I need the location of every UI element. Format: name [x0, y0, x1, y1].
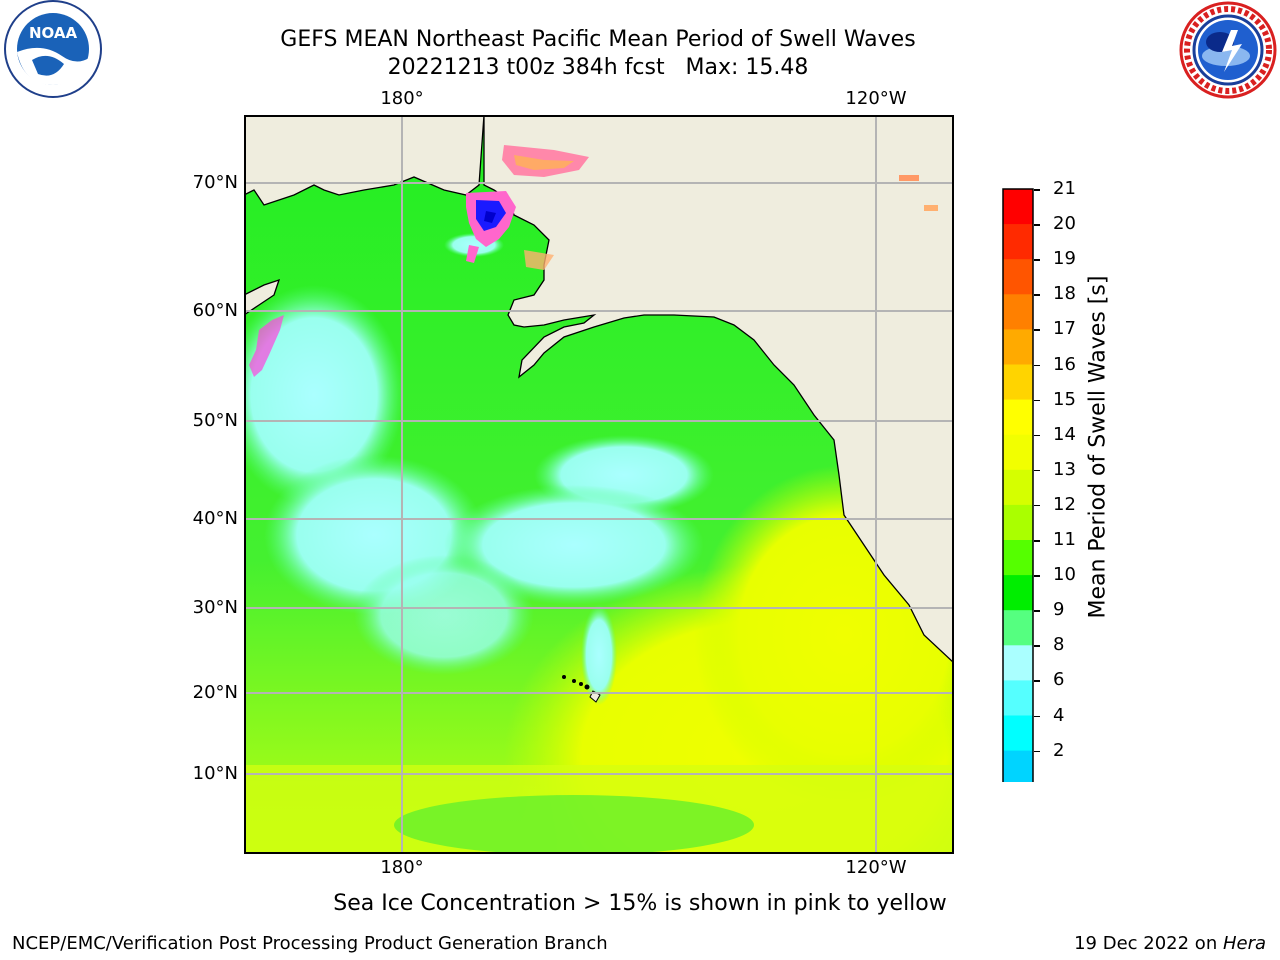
swell-period-map [224, 114, 1024, 945]
lat-label-40n: 40°N [192, 508, 238, 529]
lat-label-10n: 10°N [192, 763, 238, 784]
colorbar-tick-label: 18 [1053, 283, 1076, 305]
colorbar-segment [1003, 540, 1033, 576]
colorbar-tick-mark [1034, 715, 1040, 717]
colorbar [1001, 188, 1035, 851]
colorbar-tick-label: 11 [1053, 529, 1076, 550]
map-title: GEFS MEAN Northeast Pacific Mean Period … [280, 27, 916, 52]
svg-text:NOAA: NOAA [29, 24, 78, 42]
colorbar-segment [1003, 399, 1033, 436]
colorbar-tick-label: 15 [1053, 388, 1076, 410]
colorbar-segment [1003, 469, 1033, 506]
colorbar-tick-label: 9 [1053, 599, 1065, 621]
graticule [244, 115, 954, 854]
sea-ice-note: Sea Ice Concentration > 15% is shown in … [333, 891, 947, 916]
colorbar-tick-mark [1034, 469, 1040, 472]
colorbar-tick-mark [1034, 224, 1040, 226]
colorbar-tick-label: 14 [1053, 423, 1076, 445]
footer-host: Hera [1222, 933, 1266, 954]
colorbar-segment [1003, 189, 1033, 225]
colorbar-segment [1003, 610, 1033, 646]
colorbar-segment [1003, 294, 1033, 330]
colorbar-tick-label: 20 [1053, 213, 1076, 235]
colorbar-tick-mark [1034, 399, 1040, 402]
colorbar-segment [1003, 645, 1033, 681]
colorbar-tick-mark [1034, 294, 1040, 296]
colorbar-segment [1003, 329, 1033, 366]
footer-right: 19 Dec 2022 on Hera [1074, 933, 1266, 954]
colorbar-segment [1003, 575, 1033, 611]
map-frame [244, 115, 954, 854]
colorbar-segment [1003, 434, 1033, 471]
lon-label-top-120w: 120°W [845, 88, 907, 109]
colorbar-segment [1003, 715, 1033, 752]
colorbar-tick-label: 17 [1053, 318, 1076, 340]
lat-label-30n: 30°N [192, 597, 238, 618]
lat-label-20n: 20°N [192, 682, 238, 703]
colorbar-tick-label: 10 [1053, 564, 1076, 586]
nws-logo-icon [1176, 0, 1280, 104]
lon-label-bottom-120w: 120°W [845, 857, 907, 878]
noaa-logo-icon: NOAA [2, 0, 104, 102]
lat-label-70n: 70°N [192, 172, 238, 193]
colorbar-tick-label: 12 [1053, 493, 1076, 515]
colorbar-segment [1003, 750, 1033, 787]
colorbar-tick-label: 16 [1053, 353, 1076, 375]
colorbar-tick-mark [1034, 575, 1040, 577]
colorbar-tick-mark [1034, 645, 1040, 647]
colorbar-segment [1003, 364, 1033, 401]
colorbar-tick-mark [1034, 504, 1040, 507]
colorbar-tick-mark [1034, 364, 1040, 366]
colorbar-tick-mark [1034, 259, 1040, 261]
lon-label-top-180: 180° [380, 88, 424, 109]
colorbar-tick-label: 2 [1053, 739, 1065, 761]
lon-label-bottom-180: 180° [380, 857, 424, 878]
colorbar-segment [1003, 680, 1033, 717]
colorbar-tick-label: 13 [1053, 458, 1076, 480]
colorbar-tick-mark [1034, 434, 1040, 437]
colorbar-segment [1003, 259, 1033, 295]
footer-left: NCEP/EMC/Verification Post Processing Pr… [12, 933, 608, 954]
colorbar-tick-mark [1034, 189, 1040, 191]
colorbar-tick-label: 4 [1053, 704, 1065, 726]
map-panel [224, 114, 1024, 945]
lat-label-60n: 60°N [192, 300, 238, 321]
colorbar-segment [1003, 504, 1033, 541]
colorbar-tick-mark [1034, 540, 1040, 542]
sea-ice [249, 145, 938, 377]
colorbar-segment [1003, 224, 1033, 260]
colorbar-tick-mark [1034, 610, 1040, 612]
map-subtitle: 20221213 t00z 384h fcst Max: 15.48 [387, 55, 809, 80]
colorbar-tick-label: 8 [1053, 634, 1065, 656]
colorbar-tick-mark [1034, 750, 1040, 753]
colorbar-tick-label: 19 [1053, 248, 1076, 270]
colorbar-tick-label: 6 [1053, 669, 1065, 691]
lat-label-50n: 50°N [192, 410, 238, 431]
footer-date: 19 Dec 2022 on [1074, 933, 1223, 954]
colorbar-label: Mean Period of Swell Waves [s] [1085, 275, 1111, 619]
colorbar-tick-label: 21 [1053, 178, 1076, 199]
colorbar-tick-mark [1034, 680, 1040, 682]
colorbar-tick-mark [1034, 329, 1040, 331]
